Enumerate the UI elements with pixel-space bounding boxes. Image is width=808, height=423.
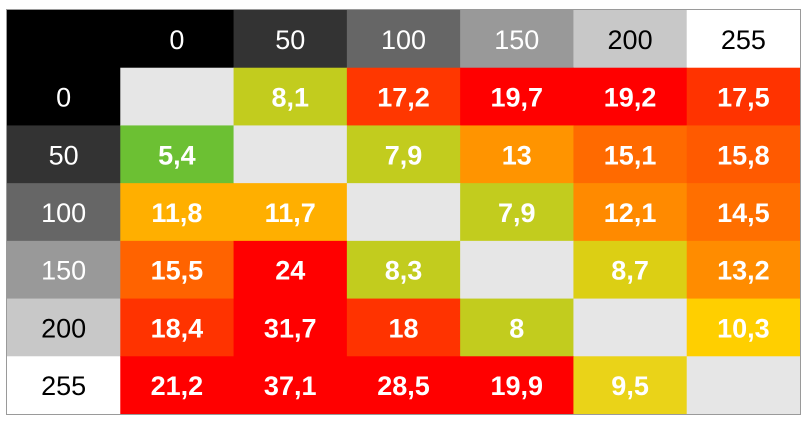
row-header-label: 0 [56, 83, 71, 113]
heatmap-cell [120, 356, 235, 414]
heatmap-cell-value: 37,1 [264, 371, 317, 401]
row-header-label: 200 [41, 313, 86, 343]
heatmap-cell-value: 19,2 [604, 83, 657, 113]
heatmap-cell-value: 18 [388, 313, 418, 343]
heatmap-cell-value: 14,5 [717, 198, 770, 228]
empty-diagonal-cell [233, 125, 348, 184]
heatmap-cell-value: 8,7 [611, 256, 649, 286]
heatmap-cell [120, 298, 235, 357]
heatmap-cell-value: 8,1 [271, 83, 309, 113]
heatmap-cell-value: 24 [275, 256, 305, 286]
heatmap-cell [573, 125, 688, 184]
heatmap-cell [573, 183, 688, 242]
heatmap-cell-value: 13,2 [717, 256, 770, 286]
empty-diagonal-cell [460, 240, 574, 300]
row-header-cell [7, 183, 121, 242]
heatmap-cell [120, 125, 235, 184]
column-header-label: 200 [608, 25, 653, 55]
heatmap-cell-value: 12,1 [604, 198, 657, 228]
heatmap-cell [460, 183, 574, 242]
row-header-cell [7, 67, 121, 126]
heatmap-cell-value: 5,4 [158, 140, 196, 170]
heatmap-cell [346, 125, 461, 184]
heatmap-cell-value: 9,5 [611, 371, 649, 401]
column-header-label: 50 [275, 25, 305, 55]
heatmap-cell [233, 183, 348, 242]
heatmap-cell-value: 21,2 [151, 371, 204, 401]
heatmap-cell [686, 67, 800, 126]
heatmap-cell [686, 240, 800, 300]
heatmap-cell [573, 356, 688, 414]
heatmap-cell [573, 240, 688, 300]
heatmap-cell [686, 183, 800, 242]
heatmap-cell-value: 8,3 [385, 256, 423, 286]
column-header-label: 0 [169, 25, 184, 55]
heatmap-cell-value: 28,5 [377, 371, 430, 401]
heatmap-cell [686, 125, 800, 184]
heatmap-cell [233, 298, 348, 357]
row-header-label: 150 [41, 256, 86, 286]
heatmap-cell-value: 17,2 [377, 83, 430, 113]
heatmap-cell-value: 31,7 [264, 313, 317, 343]
row-header-cell [7, 298, 121, 357]
heatmap-cell [573, 67, 688, 126]
heatmap-cell-value: 8 [509, 313, 524, 343]
heatmap-cell [120, 240, 235, 300]
column-header-cell [233, 10, 348, 69]
column-header-cell [346, 10, 461, 69]
heatmap-chart: 0 50 100 150 200 255 0 50 100 150 200 255 8,1 17,2 19,… [7, 10, 800, 414]
empty-diagonal-cell [120, 67, 235, 126]
column-header-label: 150 [494, 25, 539, 55]
heatmap-cell-value: 7,9 [498, 198, 536, 228]
heatmap-cell-value: 11,8 [151, 198, 202, 228]
row-header-label: 100 [41, 198, 86, 228]
heatmap-cell [233, 240, 348, 300]
column-header-cell [686, 10, 800, 69]
heatmap-cell [346, 240, 461, 300]
column-header-cell [573, 10, 688, 69]
heatmap-cell-value: 11,7 [265, 198, 316, 228]
heatmap-cell [460, 298, 574, 357]
row-header-label: 255 [41, 371, 86, 401]
heatmap-cell [460, 67, 574, 126]
heatmap-cell-value: 10,3 [717, 313, 770, 343]
corner-cell [7, 10, 121, 69]
heatmap-cell-value: 18,4 [151, 313, 204, 343]
heatmap-table: 0 50 100 150 200 255 0 50 100 150 200 255 8,1 17,2 19,… [6, 9, 801, 415]
heatmap-cell-value: 15,1 [604, 140, 657, 170]
column-header-label: 100 [381, 25, 426, 55]
heatmap-cell [460, 125, 574, 184]
empty-diagonal-cell [346, 183, 461, 242]
row-header-cell [7, 125, 121, 184]
column-header-label: 255 [721, 25, 766, 55]
row-header-label: 50 [49, 140, 79, 170]
heatmap-cell [233, 356, 348, 414]
empty-diagonal-cell [686, 356, 800, 414]
heatmap-cell-value: 17,5 [717, 83, 770, 113]
heatmap-cell-value: 13 [502, 140, 532, 170]
heatmap-cell-value: 15,8 [717, 140, 770, 170]
heatmap-cell-value: 7,9 [385, 140, 423, 170]
heatmap-cell [346, 356, 461, 414]
heatmap-cell [233, 67, 348, 126]
heatmap-cell [346, 67, 461, 126]
heatmap-cell [346, 298, 461, 357]
heatmap-cell [120, 183, 235, 242]
column-header-cell [460, 10, 574, 69]
heatmap-cell-value: 15,5 [151, 256, 204, 286]
column-header-cell [120, 10, 235, 69]
row-header-cell [7, 240, 121, 300]
heatmap-cell-value: 19,7 [491, 83, 544, 113]
heatmap-cell [460, 356, 574, 414]
heatmap-cell [686, 298, 800, 357]
heatmap-cell-value: 19,9 [491, 371, 544, 401]
row-header-cell [7, 356, 121, 414]
empty-diagonal-cell [573, 298, 688, 357]
